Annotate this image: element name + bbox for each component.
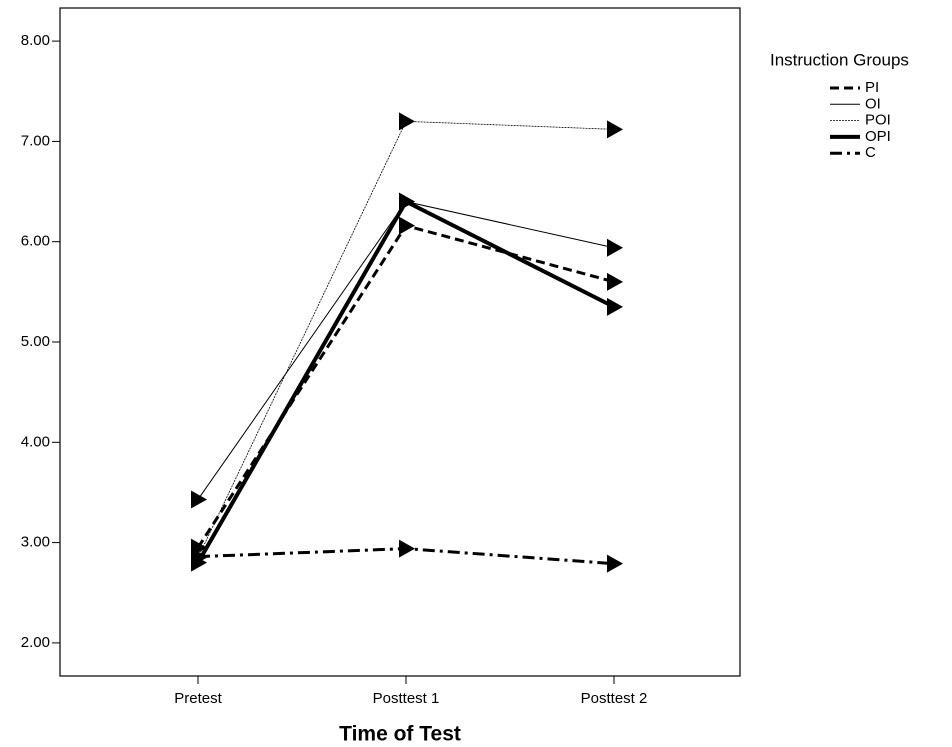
legend-title: Instruction Groups bbox=[770, 50, 909, 69]
series-line bbox=[196, 198, 615, 564]
marker bbox=[399, 192, 415, 211]
series-line bbox=[197, 120, 615, 558]
y-tick-label: 4.00 bbox=[21, 433, 50, 450]
plot-frame bbox=[59, 7, 741, 677]
y-tick-label: 3.00 bbox=[21, 534, 50, 551]
y-tick-label: 2.00 bbox=[21, 634, 50, 651]
marker bbox=[399, 539, 415, 558]
y-tick-label: 5.00 bbox=[21, 333, 50, 350]
marker bbox=[399, 216, 415, 235]
x-tick-label: Pretest bbox=[174, 690, 222, 707]
marker bbox=[399, 112, 415, 131]
y-tick-label: 6.00 bbox=[21, 233, 50, 250]
legend-label: PI bbox=[865, 79, 879, 96]
x-axis-title: Time of Test bbox=[339, 723, 461, 746]
marker bbox=[191, 490, 207, 509]
marker bbox=[607, 554, 623, 573]
y-tick-label: 8.00 bbox=[21, 32, 50, 49]
x-tick-label: Posttest 1 bbox=[373, 690, 440, 707]
legend-label: POI bbox=[865, 112, 891, 129]
marker bbox=[607, 272, 623, 291]
legend-label: OI bbox=[865, 95, 881, 112]
legend-label: OPI bbox=[865, 128, 891, 145]
marker bbox=[607, 238, 623, 257]
y-tick-label: 7.00 bbox=[21, 132, 50, 149]
marker bbox=[191, 547, 207, 566]
legend-label: C bbox=[865, 144, 876, 161]
x-tick-label: Posttest 2 bbox=[581, 690, 648, 707]
marker bbox=[607, 297, 623, 316]
marker bbox=[607, 120, 623, 139]
